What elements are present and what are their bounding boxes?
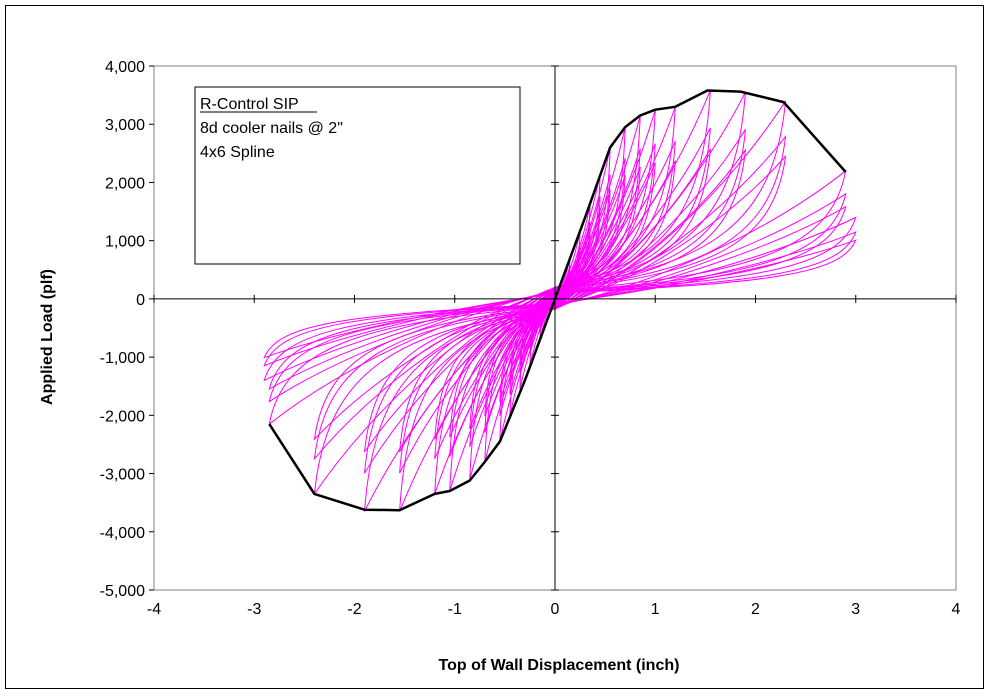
annotation-line-2: 8d cooler nails @ 2" xyxy=(200,120,343,137)
x-tick-label: -4 xyxy=(147,601,161,618)
y-tick-label: 3,000 xyxy=(105,117,145,134)
annotation-line-1: R-Control SIP xyxy=(200,96,299,113)
x-tick-label: 0 xyxy=(551,601,560,618)
x-axis-title: Top of Wall Displacement (inch) xyxy=(439,657,680,674)
x-tick-label: -1 xyxy=(448,601,462,618)
x-tick-label: -3 xyxy=(247,601,261,618)
x-tick-label: -2 xyxy=(347,601,361,618)
x-tick-label: 1 xyxy=(651,601,660,618)
y-tick-label: 4,000 xyxy=(105,59,145,76)
y-tick-label: -2,000 xyxy=(100,408,145,425)
y-tick-label: -3,000 xyxy=(100,467,145,484)
y-tick-label: -1,000 xyxy=(100,350,145,367)
y-tick-label: 2,000 xyxy=(105,175,145,192)
annotation-box: R-Control SIP 8d cooler nails @ 2" 4x6 S… xyxy=(194,86,521,265)
y-tick-label: -4,000 xyxy=(100,525,145,542)
x-tick-label: 2 xyxy=(751,601,760,618)
y-tick-label: -5,000 xyxy=(100,583,145,600)
y-tick-label: 1,000 xyxy=(105,234,145,251)
y-tick-label: 0 xyxy=(136,292,145,309)
x-tick-label: 3 xyxy=(851,601,860,618)
x-tick-labels: -4 -3 -2 -1 0 1 2 3 4 xyxy=(147,601,961,618)
chart-frame: -4 -3 -2 -1 0 1 2 3 4 -5,000 -4,000 -3,000 -2,000 -1… xyxy=(5,5,984,689)
y-tick-labels: -5,000 -4,000 -3,000 -2,000 -1,000 0 1,000 2,00… xyxy=(100,59,145,600)
y-axis-title: Applied Load (plf) xyxy=(39,269,56,405)
x-tick-label: 4 xyxy=(952,601,961,618)
axes xyxy=(149,65,957,591)
annotation-line-3: 4x6 Spline xyxy=(200,144,275,161)
hysteresis-chart: -4 -3 -2 -1 0 1 2 3 4 -5,000 -4,000 -3,000 -2,000 -1… xyxy=(39,59,961,674)
